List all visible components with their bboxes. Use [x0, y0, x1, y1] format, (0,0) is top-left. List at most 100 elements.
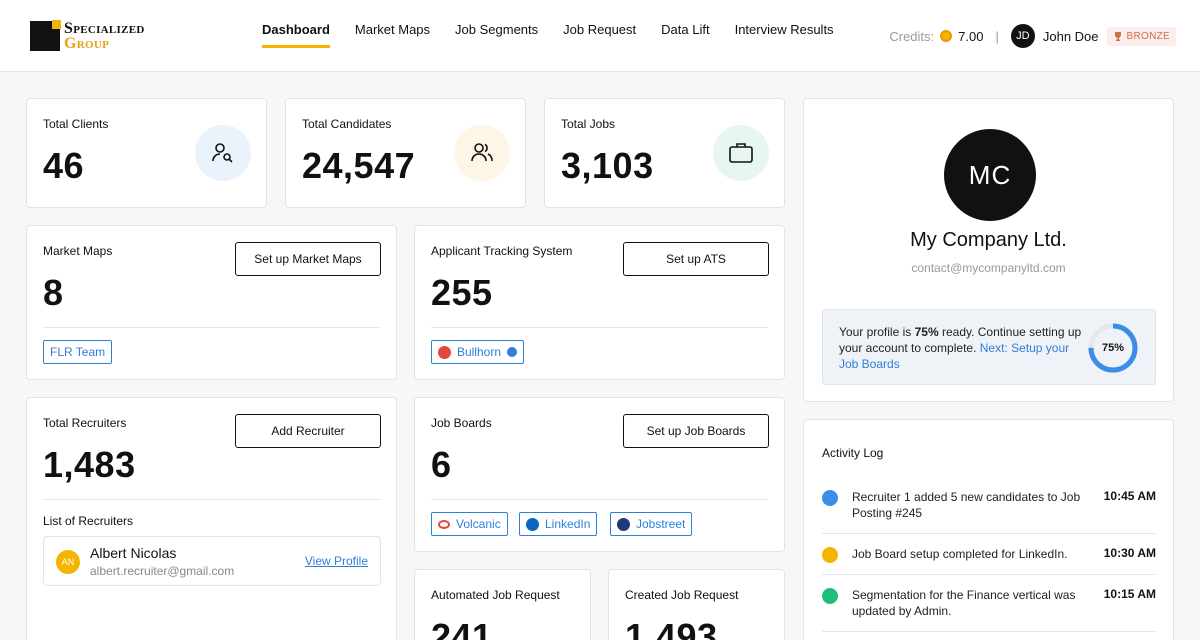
created-value: 1,493 — [625, 616, 718, 640]
divider — [43, 327, 380, 328]
profile-progress-text: Your profile is 75% ready. Continue sett… — [839, 325, 1082, 371]
top-header: Specialized Group Dashboard Market Maps … — [0, 0, 1200, 72]
recruiters-value: 1,483 — [43, 444, 136, 485]
divider — [431, 499, 768, 500]
activity-time: 10:30 AM — [1103, 546, 1156, 560]
created-job-request-card: Created Job Request 1,493 — [608, 569, 785, 640]
progress-ring-fill — [1088, 323, 1138, 373]
volcanic-icon — [438, 519, 450, 529]
automated-label: Automated Job Request — [431, 588, 560, 602]
created-label: Created Job Request — [625, 588, 739, 602]
stat-value: 46 — [43, 145, 85, 186]
recruiter-email: albert.recruiter@gmail.com — [90, 564, 235, 578]
recruiter-list-item: AN Albert Nicolas albert.recruiter@gmail… — [43, 536, 381, 586]
job-boards-card: Job Boards Set up Job Boards 6 Volcanic … — [414, 397, 785, 552]
user-name[interactable]: John Doe — [1042, 28, 1099, 44]
user-avatar[interactable]: JD — [1010, 24, 1035, 48]
tag-jobstreet[interactable]: Jobstreet — [610, 512, 693, 536]
automated-value: 241 — [431, 616, 493, 640]
tier-badge: BRONZE — [1106, 26, 1176, 46]
activity-item: Job Board setup completed for LinkedIn. … — [822, 545, 1156, 575]
activity-text: Segmentation for the Finance vertical wa… — [852, 588, 1076, 618]
recruiters-label: Total Recruiters — [43, 416, 127, 430]
market-maps-value: 8 — [43, 272, 64, 313]
nav-interview-results[interactable]: Interview Results — [734, 22, 834, 37]
trophy-icon — [1114, 32, 1121, 41]
company-name: My Company Ltd. — [910, 229, 1067, 251]
company-email: contact@mycompanyltd.com — [911, 261, 1066, 275]
recruiters-list-label: List of Recruiters — [43, 514, 134, 528]
briefcase-icon — [713, 125, 769, 181]
market-maps-label: Market Maps — [43, 244, 113, 258]
nav-job-segments[interactable]: Job Segments — [455, 22, 539, 37]
nav-dashboard[interactable]: Dashboard — [262, 22, 330, 48]
tier-label: BRONZE — [1126, 30, 1170, 42]
activity-title: Activity Log — [822, 446, 884, 460]
tag-label: Jobstreet — [636, 517, 686, 531]
avatar: AN — [56, 550, 80, 574]
stat-label: Total Jobs — [561, 117, 616, 131]
setup-ats-button[interactable]: Set up ATS — [623, 242, 769, 276]
activity-log-card: Activity Log Recruiter 1 added 5 new can… — [803, 419, 1174, 640]
job-boards-label: Job Boards — [431, 416, 492, 430]
user-area: Credits: 7.00 | JD John Doe BRONZE — [889, 24, 1176, 48]
company-profile-card: MC My Company Ltd. contact@mycompanyltd.… — [803, 98, 1174, 402]
ats-label: Applicant Tracking System — [431, 244, 573, 258]
progress-label: 75% — [1101, 342, 1125, 354]
setup-job-boards-button[interactable]: Set up Job Boards — [623, 414, 769, 448]
tag-label: Volcanic — [456, 517, 501, 531]
activity-item: Recruiter 1 added 5 new candidates to Jo… — [822, 488, 1156, 534]
status-dot-icon — [822, 490, 838, 506]
brand-logo[interactable]: Specialized Group — [30, 19, 145, 53]
nav-data-lift[interactable]: Data Lift — [661, 22, 710, 37]
credits-label: Credits: — [889, 28, 935, 44]
credits-value: 7.00 — [958, 28, 984, 44]
activity-item: Segmentation for the Finance vertical wa… — [822, 586, 1156, 632]
progress-ring — [1088, 323, 1138, 373]
tag-linkedin[interactable]: LinkedIn — [519, 512, 598, 536]
bullhorn-icon — [438, 345, 451, 359]
add-recruiter-button[interactable]: Add Recruiter — [235, 414, 381, 448]
nav-job-request[interactable]: Job Request — [563, 22, 637, 37]
recruiter-name: Albert Nicolas — [90, 545, 177, 561]
activity-text: Recruiter 1 added 5 new candidates to Jo… — [852, 490, 1081, 520]
tag-flr-team[interactable]: FLR Team — [43, 340, 113, 364]
tag-volcanic[interactable]: Volcanic — [431, 512, 508, 536]
stat-card-candidates: Total Candidates 24,547 — [285, 98, 526, 208]
tag-label: LinkedIn — [545, 517, 591, 531]
setup-market-maps-button[interactable]: Set up Market Maps — [235, 242, 381, 276]
ats-card: Applicant Tracking System Set up ATS 255… — [414, 225, 785, 380]
divider — [43, 499, 380, 500]
job-boards-value: 6 — [431, 444, 452, 485]
divider — [431, 327, 768, 328]
brand-line-2: Group — [64, 35, 110, 52]
logo-mark-icon — [30, 20, 61, 51]
tag-label: Bullhorn — [457, 345, 502, 359]
activity-time: 10:45 AM — [1103, 489, 1156, 503]
activity-text: Job Board setup completed for LinkedIn. — [852, 547, 1068, 561]
separator: | — [995, 28, 999, 44]
linkedin-icon — [526, 517, 539, 531]
stat-label: Total Candidates — [302, 117, 392, 131]
status-dot-icon — [822, 547, 838, 563]
stat-value: 24,547 — [302, 145, 416, 186]
recruiters-card: Total Recruiters Add Recruiter 1,483 Lis… — [26, 397, 397, 640]
stat-value: 3,103 — [561, 145, 654, 186]
stat-card-clients: Total Clients 46 — [26, 98, 267, 208]
verified-check-icon — [507, 347, 518, 357]
nav-market-maps[interactable]: Market Maps — [354, 22, 431, 37]
jobstreet-icon — [617, 517, 630, 531]
user-search-icon — [195, 125, 251, 181]
status-dot-icon — [822, 588, 838, 604]
next-setup-link[interactable]: Next: Setup your Job Boards — [839, 341, 1070, 371]
view-profile-link[interactable]: View Profile — [304, 554, 368, 568]
activity-time: 10:15 AM — [1103, 587, 1156, 601]
main-nav: Dashboard Market Maps Job Segments Job R… — [262, 22, 834, 48]
stat-card-jobs: Total Jobs 3,103 — [544, 98, 785, 208]
market-maps-card: Market Maps Set up Market Maps 8 FLR Tea… — [26, 225, 397, 380]
stat-label: Total Clients — [43, 117, 109, 131]
automated-job-request-card: Automated Job Request 241 — [414, 569, 591, 640]
tag-bullhorn[interactable]: Bullhorn — [431, 340, 525, 364]
company-avatar: MC — [944, 129, 1036, 221]
profile-progress-box: Your profile is 75% ready. Continue sett… — [822, 309, 1156, 385]
